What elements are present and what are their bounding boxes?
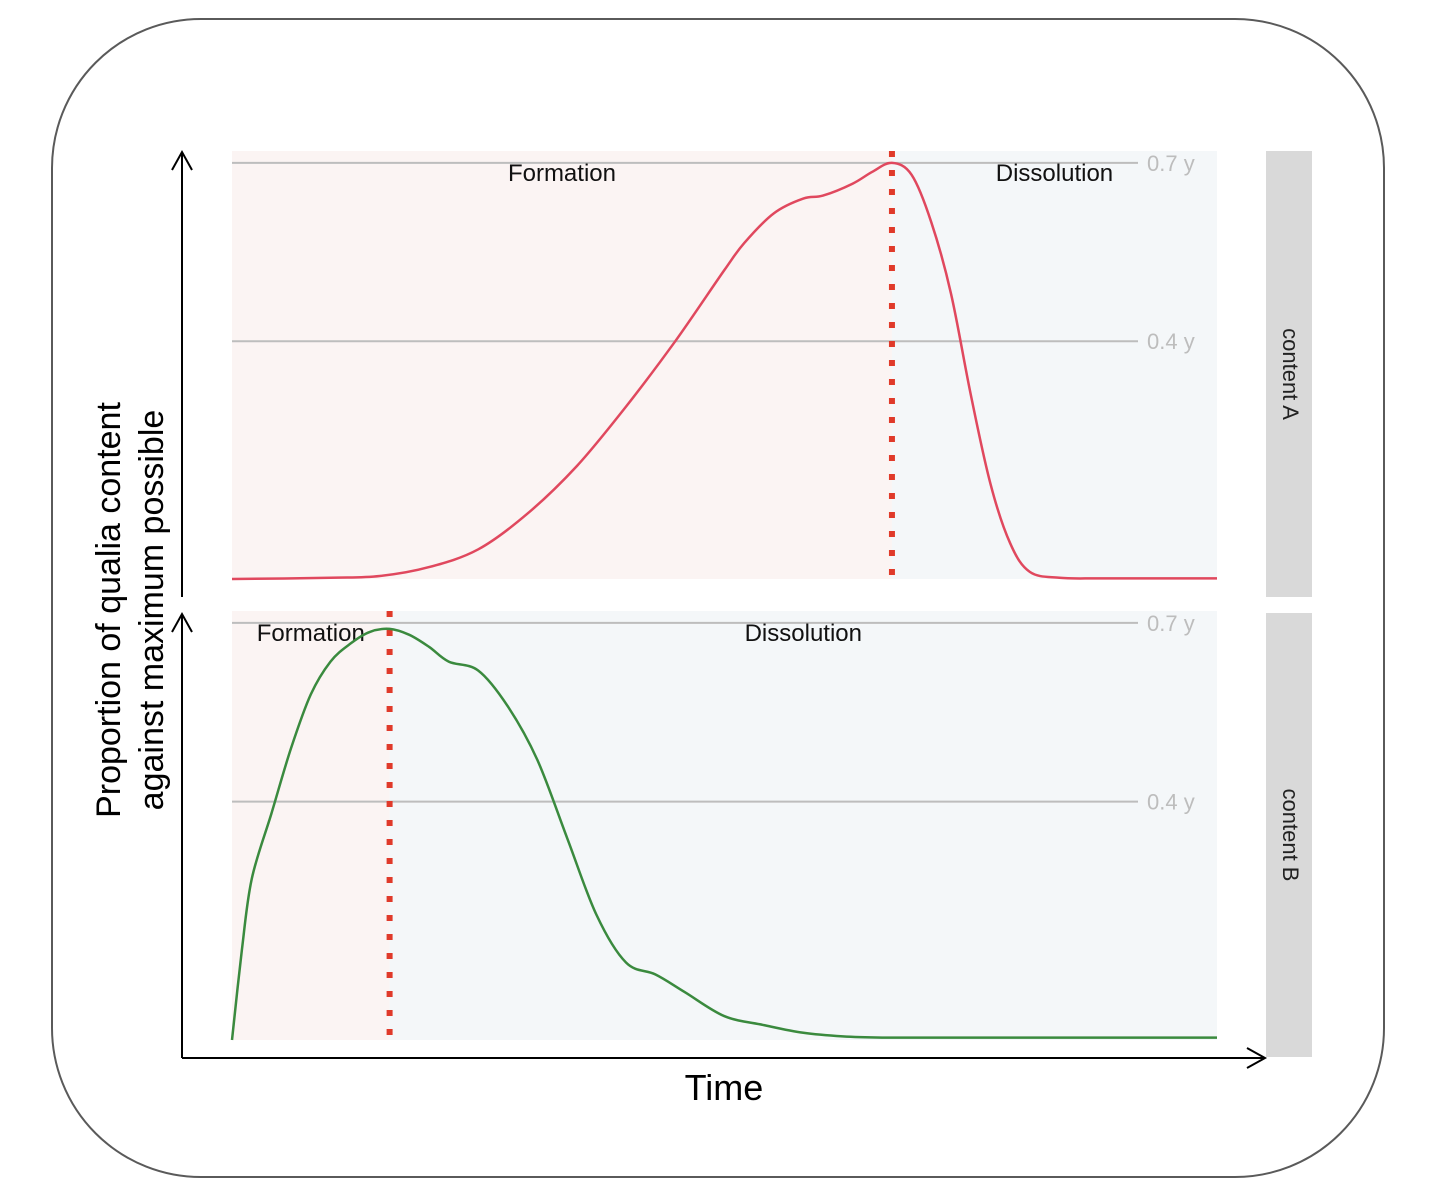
dissolution-label: Dissolution xyxy=(996,160,1113,187)
dissolution-region xyxy=(891,151,1217,579)
reference-label: 0.4 y xyxy=(1147,790,1195,815)
series-line xyxy=(230,627,1217,1041)
facet-strip xyxy=(1266,613,1312,1057)
formation-label: Formation xyxy=(257,620,365,647)
formation-label: Formation xyxy=(508,160,616,187)
y-axis-title: Proportion of qualia content against maxi… xyxy=(90,402,171,818)
y-axis-lower-arrow xyxy=(171,611,193,633)
x-axis-arrow xyxy=(1246,1047,1268,1069)
x-axis-title: Time xyxy=(685,1067,764,1108)
reference-label: 0.7 y xyxy=(1147,611,1195,636)
reference-label: 0.4 y xyxy=(1147,329,1195,354)
formation-region xyxy=(232,611,390,1040)
facet-strip xyxy=(1266,151,1312,597)
dissolution-label: Dissolution xyxy=(745,620,862,647)
formation-region xyxy=(232,151,892,579)
y-axis-title-line: Proportion of qualia content xyxy=(90,402,128,818)
dissolution-region xyxy=(389,611,1218,1040)
facet-strip-label: content A xyxy=(1278,328,1303,420)
series-line xyxy=(231,161,1217,581)
y-axis-title-line: against maximum possible xyxy=(133,410,171,811)
reference-label: 0.7 y xyxy=(1147,151,1195,176)
y-axis-upper-arrow xyxy=(171,149,193,171)
rounded-frame xyxy=(51,18,1385,1178)
facet-strip-label: content B xyxy=(1278,789,1303,882)
